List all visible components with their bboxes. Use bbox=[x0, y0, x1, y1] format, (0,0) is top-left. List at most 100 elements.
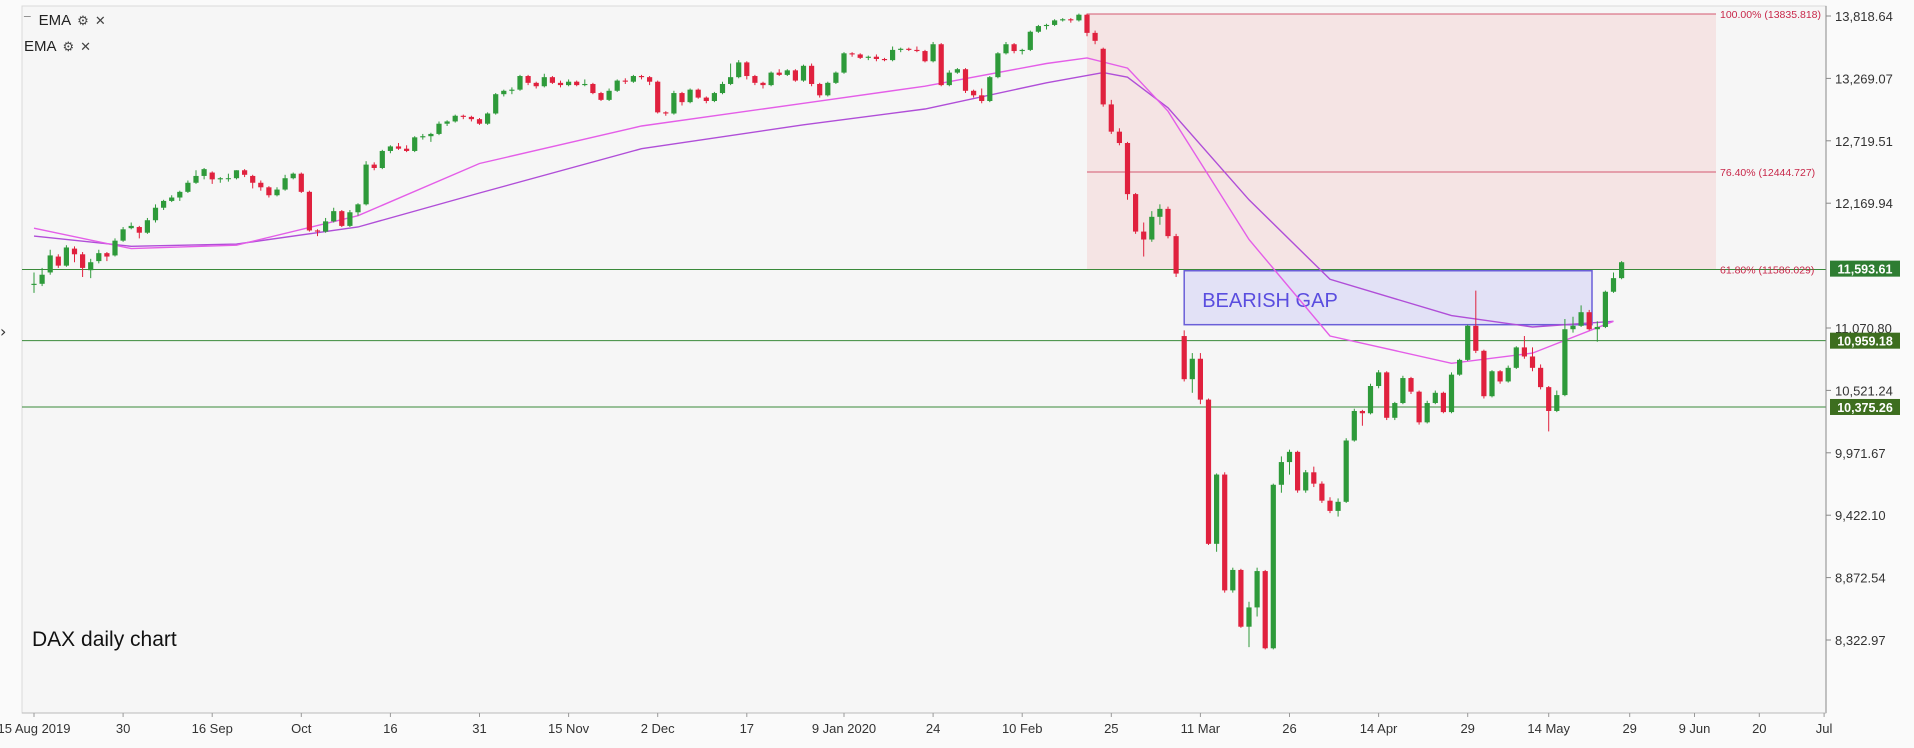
candle[interactable] bbox=[1116, 131, 1122, 144]
candle[interactable] bbox=[1165, 208, 1171, 237]
candle[interactable] bbox=[412, 137, 418, 151]
candle[interactable] bbox=[1149, 216, 1155, 240]
candle[interactable] bbox=[841, 53, 847, 73]
candle[interactable] bbox=[1335, 501, 1341, 511]
candle[interactable] bbox=[614, 80, 620, 91]
candle[interactable] bbox=[1286, 451, 1293, 463]
candle[interactable] bbox=[1003, 44, 1009, 54]
candle[interactable] bbox=[881, 58, 888, 61]
candle[interactable] bbox=[800, 65, 807, 81]
candle[interactable] bbox=[1473, 325, 1479, 351]
candle[interactable] bbox=[371, 164, 377, 168]
candle[interactable] bbox=[1254, 571, 1260, 608]
candle[interactable] bbox=[404, 148, 410, 151]
candle[interactable] bbox=[1343, 440, 1349, 502]
candle[interactable] bbox=[1197, 358, 1203, 400]
gear-icon[interactable]: ⚙ bbox=[77, 12, 89, 28]
candle[interactable] bbox=[1521, 347, 1527, 357]
candle[interactable] bbox=[1319, 483, 1325, 501]
candle[interactable] bbox=[144, 220, 150, 233]
candle[interactable] bbox=[1529, 356, 1536, 368]
candle[interactable] bbox=[566, 81, 572, 86]
candle[interactable] bbox=[1052, 20, 1058, 25]
candle[interactable] bbox=[39, 274, 45, 284]
candle[interactable] bbox=[493, 94, 499, 114]
ema-indicator-2[interactable]: EMA ⚙ ✕ bbox=[24, 38, 91, 55]
candle[interactable] bbox=[776, 72, 782, 75]
bearish-gap-box[interactable] bbox=[1183, 270, 1593, 326]
candle[interactable] bbox=[1351, 410, 1357, 441]
candle[interactable] bbox=[1570, 325, 1576, 330]
candle[interactable] bbox=[1133, 194, 1139, 232]
candle[interactable] bbox=[112, 240, 118, 256]
candle[interactable] bbox=[898, 48, 904, 50]
candle[interactable] bbox=[250, 175, 256, 183]
candle[interactable] bbox=[1173, 236, 1179, 274]
candle[interactable] bbox=[201, 169, 207, 176]
candle[interactable] bbox=[258, 182, 264, 188]
candle[interactable] bbox=[31, 283, 37, 285]
candle[interactable] bbox=[1489, 371, 1495, 397]
candle[interactable] bbox=[590, 83, 596, 94]
candle[interactable] bbox=[1043, 24, 1050, 27]
candle[interactable] bbox=[906, 48, 912, 50]
candle[interactable] bbox=[1205, 399, 1212, 544]
candle[interactable] bbox=[509, 89, 515, 91]
candle[interactable] bbox=[185, 182, 191, 192]
candle[interactable] bbox=[525, 76, 531, 83]
candle[interactable] bbox=[1578, 312, 1584, 326]
candle[interactable] bbox=[1270, 484, 1276, 649]
candle[interactable] bbox=[1011, 44, 1017, 52]
candle[interactable] bbox=[387, 146, 393, 151]
candle[interactable] bbox=[282, 178, 288, 190]
candle[interactable] bbox=[1068, 19, 1074, 21]
candle[interactable] bbox=[1586, 312, 1592, 330]
candle[interactable] bbox=[217, 178, 223, 180]
candle[interactable] bbox=[1327, 500, 1333, 511]
candle[interactable] bbox=[663, 112, 669, 114]
candle[interactable] bbox=[1084, 14, 1090, 33]
candle[interactable] bbox=[136, 227, 142, 233]
candle[interactable] bbox=[849, 53, 855, 55]
candle[interactable] bbox=[1238, 569, 1244, 627]
candle[interactable] bbox=[1076, 14, 1082, 21]
candle[interactable] bbox=[517, 76, 523, 90]
candle[interactable] bbox=[152, 207, 159, 221]
candle[interactable] bbox=[541, 77, 547, 87]
candle[interactable] bbox=[606, 90, 612, 100]
candle[interactable] bbox=[630, 76, 636, 82]
candle[interactable] bbox=[169, 197, 175, 201]
candle[interactable] bbox=[719, 83, 726, 94]
candle[interactable] bbox=[655, 81, 661, 113]
candle[interactable] bbox=[468, 116, 474, 120]
candle[interactable] bbox=[1546, 387, 1552, 411]
candle[interactable] bbox=[703, 97, 709, 102]
candle[interactable] bbox=[1189, 358, 1195, 380]
candle[interactable] bbox=[1108, 104, 1114, 132]
candle[interactable] bbox=[890, 49, 896, 61]
close-icon[interactable]: ✕ bbox=[94, 12, 106, 28]
candle[interactable] bbox=[582, 83, 588, 86]
candle[interactable] bbox=[954, 69, 960, 73]
candle[interactable] bbox=[436, 123, 442, 134]
candle[interactable] bbox=[671, 93, 677, 114]
candle[interactable] bbox=[622, 80, 628, 82]
candle[interactable] bbox=[323, 221, 329, 232]
candle[interactable] bbox=[1481, 350, 1487, 397]
candle[interactable] bbox=[1448, 374, 1455, 413]
candle[interactable] bbox=[1384, 372, 1390, 418]
candle[interactable] bbox=[1513, 347, 1519, 368]
candle[interactable] bbox=[744, 62, 750, 77]
candle[interactable] bbox=[1092, 32, 1098, 41]
candle[interactable] bbox=[209, 172, 215, 180]
candle[interactable] bbox=[501, 90, 507, 95]
candle[interactable] bbox=[557, 82, 564, 86]
candle[interactable] bbox=[1019, 49, 1025, 52]
candle[interactable] bbox=[817, 83, 823, 96]
candle[interactable] bbox=[428, 133, 434, 137]
candle[interactable] bbox=[971, 90, 977, 96]
candle[interactable] bbox=[347, 212, 353, 226]
candle[interactable] bbox=[938, 44, 944, 86]
candle[interactable] bbox=[1214, 474, 1220, 544]
candle[interactable] bbox=[1465, 325, 1471, 360]
